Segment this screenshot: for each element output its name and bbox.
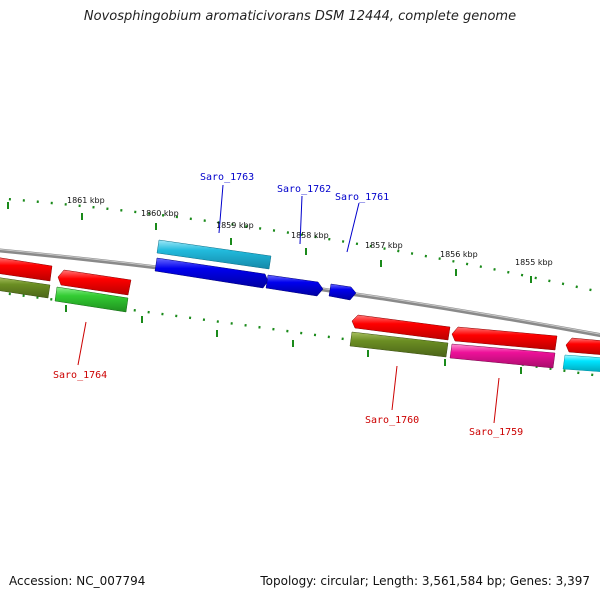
scale-label-1861: 1861 kbp [67,196,105,205]
forward-genes [154,239,357,301]
gene-label-saro-1763[interactable]: Saro_1763 [200,172,254,183]
gene-right-red-2[interactable] [451,326,558,351]
genome-title: Novosphingobium aromaticivorans DSM 1244… [83,9,517,24]
gene-saro-1763[interactable] [156,239,272,270]
gene-right-red-1[interactable] [351,314,451,341]
genome-stats-text: Topology: circular; Length: 3,561,584 bp… [260,574,590,588]
gene-label-saro-1760[interactable]: Saro_1760 [365,415,419,426]
gene-right-red-3[interactable] [565,337,600,355]
scale-label-1855: 1855 kbp [515,258,553,267]
gene-left-red-2[interactable] [57,269,132,296]
lower-tick-track [0,291,600,378]
upper-tick-track [0,197,600,294]
gene-saro-1764[interactable] [54,286,129,313]
leader-saro-1760 [391,365,398,411]
gene-left-olive[interactable] [0,277,51,299]
leader-saro-1763 [218,184,224,234]
leader-saro-1762 [299,195,303,245]
gene-saro-1761[interactable] [328,283,357,301]
gene-right-aqua[interactable] [562,354,600,372]
gene-saro-1760[interactable] [349,331,449,358]
scale-label-1859: 1859 kbp [216,221,254,230]
leader-saro-1764 [77,321,87,366]
label-leaders [77,184,500,424]
accession-text: Accession: NC_007794 [9,574,146,588]
leader-saro-1759 [493,377,500,424]
gene-labels: Saro_1763 Saro_1762 Saro_1761 Saro_1764 … [53,172,523,438]
scale-label-1860: 1860 kbp [141,209,179,218]
left-genes [0,257,132,313]
gene-label-saro-1762[interactable]: Saro_1762 [277,184,331,195]
scale-label-1858: 1858 kbp [291,231,329,240]
gene-saro-1763-blue[interactable] [154,257,269,289]
leader-saro-1761 [346,202,360,253]
gene-label-saro-1764[interactable]: Saro_1764 [53,370,107,381]
scale-label-1857: 1857 kbp [365,241,403,250]
scale-label-1856: 1856 kbp [440,250,478,259]
scale-labels: 1861 kbp 1860 kbp 1859 kbp 1858 kbp 1857… [67,196,553,267]
gene-left-red-1[interactable] [0,257,53,282]
reverse-genes [349,314,600,372]
gene-label-saro-1761[interactable]: Saro_1761 [335,192,389,203]
gene-saro-1762[interactable] [265,274,324,297]
gene-saro-1759[interactable] [449,343,556,369]
gene-label-saro-1759[interactable]: Saro_1759 [469,427,523,438]
